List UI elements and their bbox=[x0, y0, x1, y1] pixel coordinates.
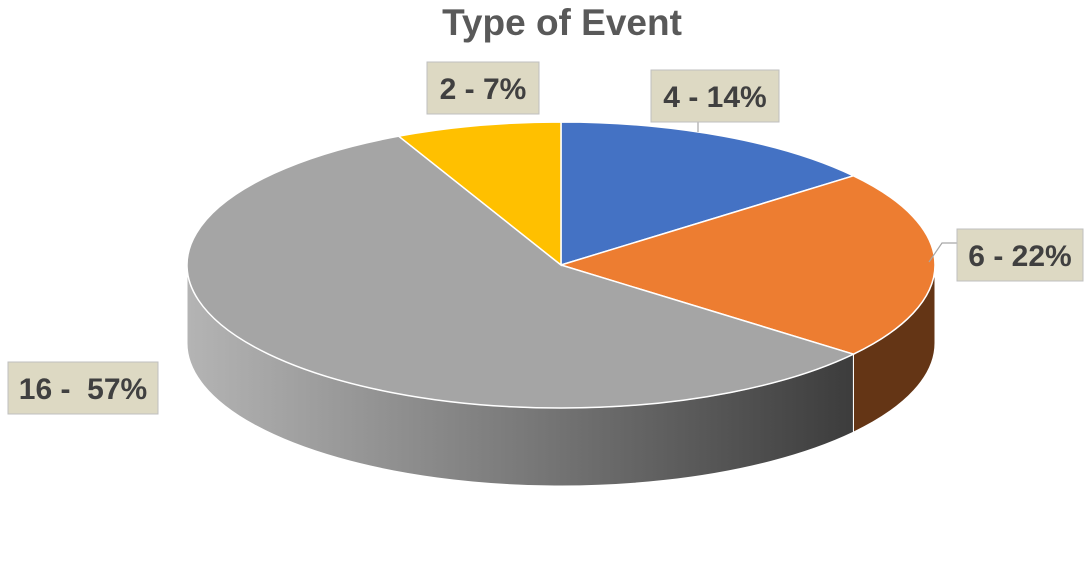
pie-slice bbox=[558, 175, 936, 355]
data-label: 6 - 22% bbox=[968, 240, 1071, 273]
data-label-box bbox=[650, 69, 780, 123]
data-label: 2 - 7% bbox=[440, 73, 527, 106]
pie-slice bbox=[186, 135, 856, 409]
pie-slice bbox=[396, 121, 562, 267]
chart-title: Type of Event bbox=[442, 2, 682, 43]
label-leader-line bbox=[928, 242, 957, 263]
data-label-box bbox=[956, 228, 1084, 282]
data-label-box bbox=[426, 61, 540, 115]
data-label: 16 - 57% bbox=[19, 373, 147, 406]
data-label: 4 - 14% bbox=[663, 81, 766, 114]
data-label-box bbox=[7, 361, 159, 415]
pie-slice bbox=[560, 121, 856, 267]
